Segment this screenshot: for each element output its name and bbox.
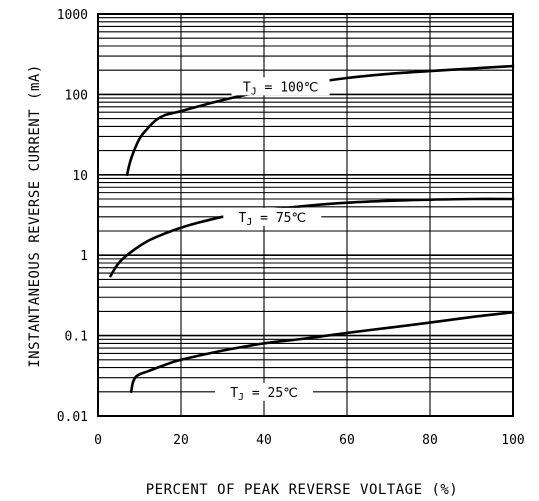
plot-frame: [97, 13, 514, 417]
curve-label: TJ = 100℃: [243, 80, 318, 97]
y-tick-label: 100: [65, 88, 88, 103]
tick-labels: 0 20 40 60 80 100 0.01 0.1 1 10 100 1000: [57, 8, 525, 448]
curve-label: TJ = 25℃: [230, 386, 298, 403]
y-tick-label: 10: [72, 169, 88, 184]
x-tick-label: 80: [422, 433, 438, 448]
grid-lines: [98, 14, 513, 417]
x-tick-label: 60: [339, 433, 355, 448]
x-axis-label: PERCENT OF PEAK REVERSE VOLTAGE (%): [146, 482, 459, 498]
series-line: [125, 64, 515, 177]
x-tick-label: 20: [173, 433, 189, 448]
y-tick-label: 1000: [57, 8, 88, 23]
curve-labels: TJ = 100℃ TJ = 75℃ TJ = 25℃: [215, 77, 330, 403]
y-tick-label: 1: [80, 249, 88, 264]
curve-label-bg: [223, 207, 322, 226]
x-tick-label: 100: [501, 433, 524, 448]
y-tick-label: 0.01: [57, 410, 88, 425]
x-tick-label: 0: [94, 433, 102, 448]
series-line: [129, 311, 515, 394]
curve-label-bg: [231, 77, 330, 96]
y-tick-label: 0.1: [65, 330, 88, 345]
curve-label-bg: [215, 382, 313, 401]
x-tick-label: 40: [256, 433, 272, 448]
curve-label: TJ = 75℃: [239, 211, 307, 228]
y-axis-label: INSTANTANEOUS REVERSE CURRENT (mA): [27, 64, 43, 368]
